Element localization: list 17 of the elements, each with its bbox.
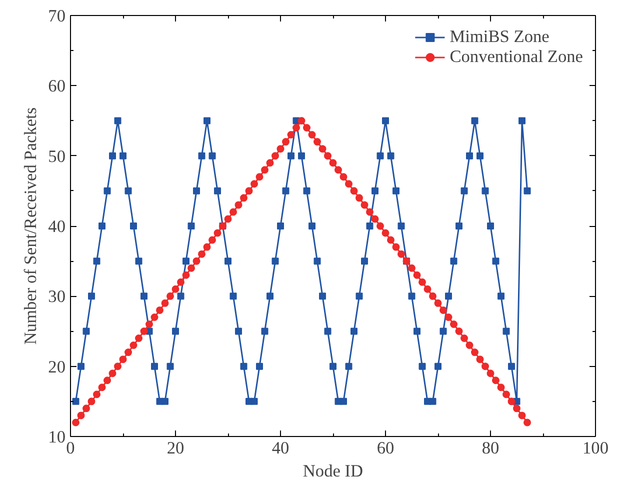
y-tick-label: 10: [48, 428, 66, 446]
legend-label: Conventional Zone: [450, 47, 583, 67]
y-axis-title: Number of Sent/Received Packets: [21, 107, 40, 345]
x-tick-label: 80: [482, 438, 500, 458]
y-tick-label: 30: [48, 287, 66, 306]
x-axis-title: Node ID: [302, 462, 364, 480]
y-tick-label: 40: [48, 217, 66, 236]
x-tick-label: 40: [272, 438, 290, 458]
legend-label: MimiBS Zone: [450, 27, 550, 47]
y-tick-label: 50: [48, 146, 66, 166]
y-tick-label: 60: [48, 76, 66, 96]
y-tick-label: 20: [48, 357, 66, 376]
x-tick-label: 0: [66, 438, 75, 458]
y-tick-label: 70: [48, 6, 66, 26]
x-tick-label: 20: [166, 438, 184, 458]
x-tick-label: 60: [376, 438, 394, 458]
x-tick-label: 100: [582, 438, 609, 458]
